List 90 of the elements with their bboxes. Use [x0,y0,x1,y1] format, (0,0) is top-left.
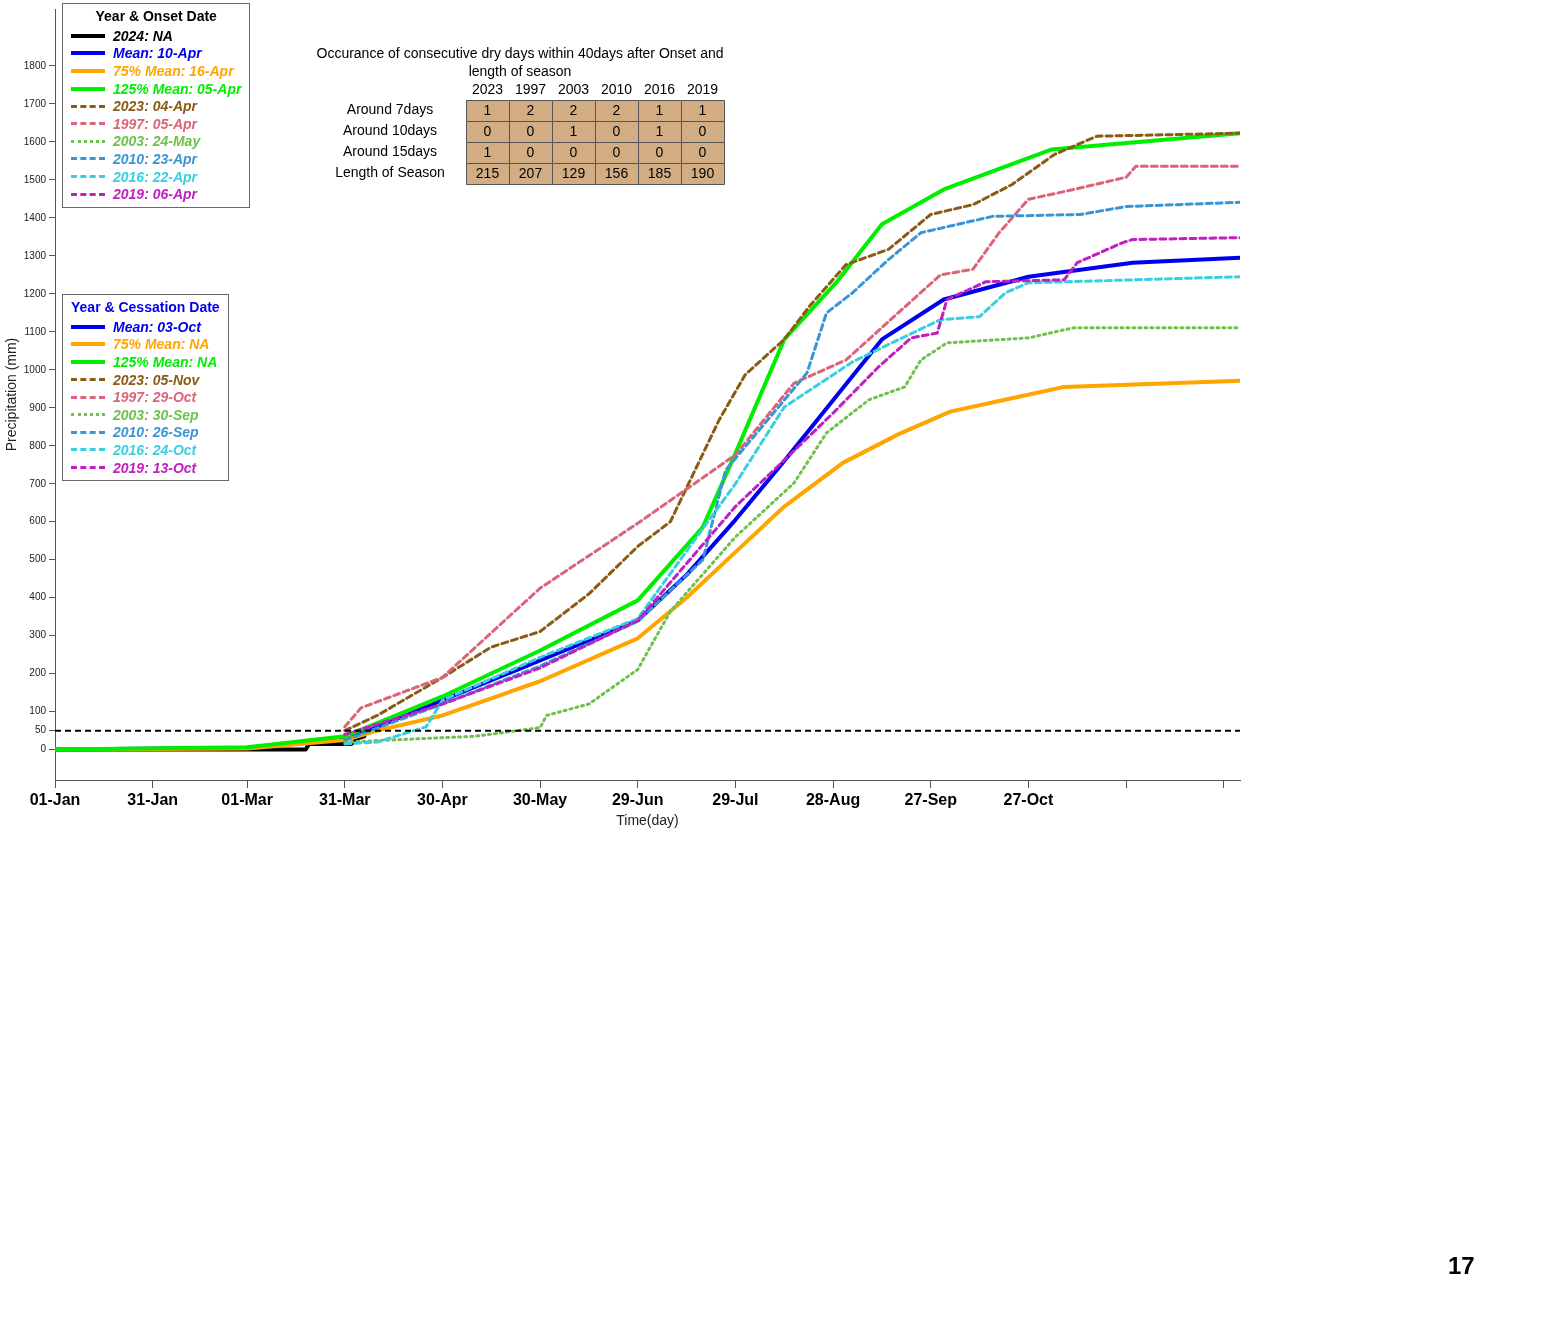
annotation: 125% Mean: NA [113,353,218,370]
data-label: 0 [655,144,664,161]
data-label: 0 [569,144,578,161]
data-label: 1 [655,102,664,119]
x-tick-label: 2003 [557,80,590,97]
data-label: 1 [655,123,664,140]
y-tick-label: 1700 [23,97,47,109]
data-label: 129 [561,165,586,182]
x-tick-label: 30-Apr [417,791,468,809]
x-tick-label: 31-Jan [127,791,179,809]
legend-label: 2024: NA [113,27,173,44]
data-label: 0 [612,144,621,161]
y-tick-label: 100 [29,705,47,717]
y-tick-label: 1000 [23,363,47,375]
legend-label: 125% Mean: 05-Apr [113,80,242,97]
y-tick-label: 1200 [23,287,47,299]
y-tick-label: 200 [29,667,47,679]
data-label: 0 [483,123,492,140]
y-tick-label: 0 [40,743,47,755]
legend-label: 2010: 23-Apr [113,150,198,167]
legend-label: 2019: 06-Apr [113,186,198,203]
y-tick-label: 1100 [24,325,47,337]
data-label: 2 [569,102,578,119]
x-tick-label: 27-Oct [1003,791,1054,809]
annotation: 2016: 24-Oct [113,441,197,458]
data-label: 2 [612,102,621,119]
data-label: 156 [604,165,629,182]
data-label: 1 [698,102,707,119]
x-tick-label: 2010 [600,80,633,97]
legend-label: 2003: 24-May [113,133,201,150]
data-label: 0 [526,144,535,161]
legend-label: 75% Mean: 16-Apr [113,62,234,79]
y-tick-label: 1400 [23,211,47,223]
y-tick-label: Length of Season [335,164,445,181]
annotation: 1997: 29-Oct [113,389,197,406]
annotation: Year & Cessation Date [71,299,220,315]
x-tick-label: 27-Sep [904,791,958,809]
data-label: 1 [483,102,492,119]
chart-title: Occurance of consecutive dry days within 40days after Onset and length of season [315,44,725,80]
y-tick-label: Around 7days [346,101,434,118]
annotation: 2019: 13-Oct [113,459,197,476]
x-tick-label: 29-Jun [611,791,664,809]
y-tick-label: 1500 [23,173,47,185]
legend-label: 2023: 04-Apr [113,98,198,115]
x-tick-label: 2019 [686,80,719,97]
legend-title: Year & Onset Date [94,8,218,24]
data-label: 207 [518,165,543,182]
x-tick-label: 29-Jul [712,791,759,809]
data-label: 0 [698,144,707,161]
x-tick-label: 1997 [514,80,547,97]
data-label: 1 [569,123,578,140]
x-tick-label: 31-Mar [318,791,371,809]
data-label: 215 [475,165,500,182]
data-label: 1 [483,144,492,161]
x-axis-title: Time(day) [616,812,679,829]
y-tick-label: Around 10days [342,122,438,139]
y-tick-label: Around 15days [342,143,438,160]
y-tick-label: 300 [29,629,47,641]
y-tick-label: 1600 [23,135,47,147]
x-tick-label: 30-May [512,791,568,809]
x-tick-label: 2023 [471,80,504,97]
data-label: 190 [690,165,715,182]
annotation: 75% Mean: NA [113,336,210,353]
y-tick-label: 50 [34,724,47,736]
legend-label: 2016: 22-Apr [113,168,198,185]
x-tick-label: 28-Aug [805,791,861,809]
y-tick-label: 1300 [23,249,47,261]
y-tick-label: 1800 [23,59,47,71]
y-tick-label: 800 [29,439,47,451]
annotation: 2010: 26-Sep [113,424,199,441]
annotation: 2023: 05-Nov [113,371,200,388]
y-tick-label: 500 [29,553,47,565]
y-axis-title: Precipitation (mm) [3,337,20,452]
legend-label: 1997: 05-Apr [113,115,198,132]
x-tick-label: 01-Jan [29,791,81,809]
legend-label: Mean: 10-Apr [113,45,202,62]
data-label: 0 [612,123,621,140]
x-tick-label: 01-Mar [221,791,273,809]
data-label: 2 [526,102,535,119]
data-label: 0 [526,123,535,140]
x-tick-label: 2016 [643,80,676,97]
y-tick-label: 700 [29,477,47,489]
y-tick-label: 400 [29,591,47,603]
data-label: 0 [698,123,707,140]
y-tick-label: 900 [29,401,47,413]
annotation: Mean: 03-Oct [113,318,201,335]
y-tick-label: 600 [29,515,47,527]
annotation: 2003: 30-Sep [113,406,199,423]
text: 17 [1448,1252,1475,1280]
data-label: 185 [647,165,672,182]
